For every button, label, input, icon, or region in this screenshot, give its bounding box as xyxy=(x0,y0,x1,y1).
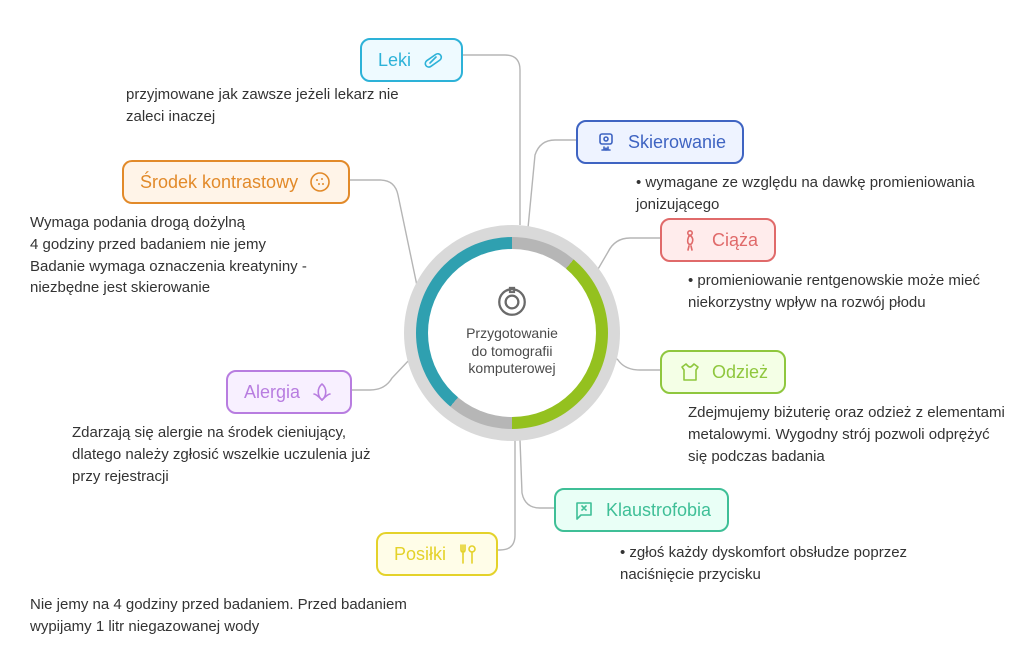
ct-scanner-icon xyxy=(495,285,529,319)
desc-odziez: Zdejmujemy biżuterię oraz odzież z eleme… xyxy=(688,402,1008,467)
desc-kontrast: Wymaga podania drogą dożylną4 godziny pr… xyxy=(30,212,360,299)
node-odziez: Odzież xyxy=(660,350,786,394)
diagram-canvas: Przygotowaniedo tomografiikomputerowej L… xyxy=(0,0,1024,666)
desc-skierowanie: • wymagane ze względu na dawkę promienio… xyxy=(636,172,996,216)
leaf-icon xyxy=(310,380,334,404)
desc-posilki: Nie jemy na 4 godziny przed badaniem. Pr… xyxy=(30,594,440,638)
contrast-dots-icon xyxy=(308,170,332,194)
desc-alergia: Zdarzają się alergie na środek cieniując… xyxy=(72,422,372,487)
node-label: Skierowanie xyxy=(628,132,726,153)
node-label: Posiłki xyxy=(394,544,446,565)
pregnant-icon xyxy=(678,228,702,252)
center-title: Przygotowaniedo tomografiikomputerowej xyxy=(432,325,592,378)
cutlery-icon xyxy=(456,542,480,566)
node-posilki: Posiłki xyxy=(376,532,498,576)
node-label: Leki xyxy=(378,50,411,71)
node-ciaza: Ciąża xyxy=(660,218,776,262)
node-leki: Leki xyxy=(360,38,463,82)
node-alergia: Alergia xyxy=(226,370,352,414)
node-label: Odzież xyxy=(712,362,768,383)
desc-leki: przyjmowane jak zawsze jeżeli lekarz nie… xyxy=(126,84,426,128)
node-label: Klaustrofobia xyxy=(606,500,711,521)
node-label: Ciąża xyxy=(712,230,758,251)
pill-icon xyxy=(421,48,445,72)
node-label: Środek kontrastowy xyxy=(140,172,298,193)
node-kontrast: Środek kontrastowy xyxy=(122,160,350,204)
doctor-icon xyxy=(594,130,618,154)
desc-ciaza: • promieniowanie rentgenowskie może mieć… xyxy=(688,270,1008,314)
tshirt-icon xyxy=(678,360,702,384)
node-klaustrofobia: Klaustrofobia xyxy=(554,488,729,532)
node-label: Alergia xyxy=(244,382,300,403)
box-x-icon xyxy=(572,498,596,522)
node-skierowanie: Skierowanie xyxy=(576,120,744,164)
desc-klaustrofobia: • zgłoś każdy dyskomfort obsłudze poprze… xyxy=(620,542,980,586)
